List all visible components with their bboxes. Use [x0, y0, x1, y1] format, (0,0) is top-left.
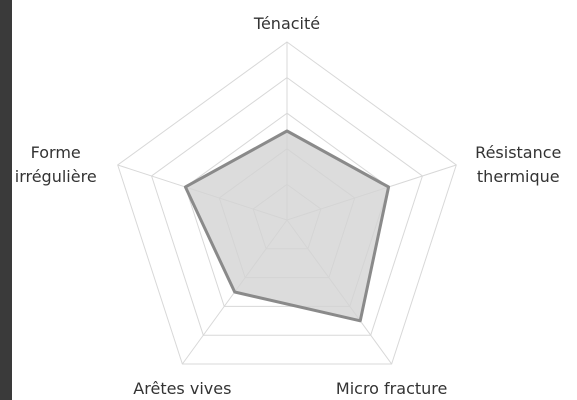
axis-label: Arêtes vives — [133, 377, 231, 400]
radar-chart: Ténacité Résistance thermique Micro fractu… — [0, 0, 577, 400]
axis-label: Ténacité — [254, 12, 320, 36]
data-area — [185, 131, 388, 321]
axis-label: Micro fracture — [336, 377, 447, 400]
side-strip — [0, 0, 12, 400]
axis-label: Forme irrégulière — [15, 141, 97, 189]
axis-label: Résistance thermique — [475, 141, 561, 189]
chart — [0, 0, 577, 400]
